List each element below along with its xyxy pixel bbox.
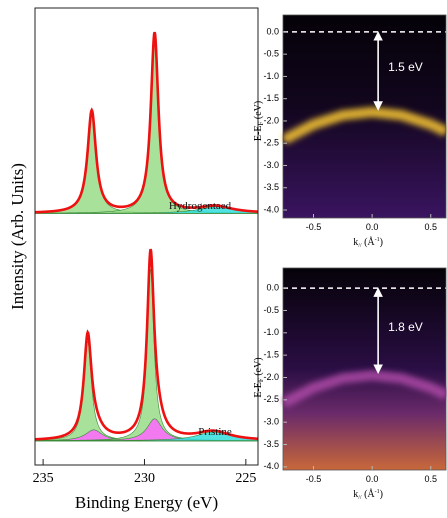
x-axis-label-part: //: [358, 243, 362, 249]
gap-annotation: 1.8 eV: [388, 320, 423, 334]
y-axis-label-part: (eV): [253, 357, 264, 378]
y-axis-label-part: E-E: [253, 126, 264, 142]
y-tick-label: -0.5: [263, 305, 279, 315]
plot-frame: [282, 267, 447, 471]
y-axis-label-part: (eV): [253, 101, 264, 122]
x-axis-label-part: ): [380, 489, 383, 500]
x-axis-label-part: ): [380, 237, 383, 248]
band: [283, 110, 447, 142]
y-axis-label: Intensity (Arb. Units): [8, 163, 27, 310]
x-tick-label: 0.5: [424, 222, 437, 232]
x-axis-label-part: k: [353, 237, 358, 248]
arpes-image: [283, 268, 446, 470]
panel-label: Hydrogentaed: [169, 200, 232, 212]
fit-curve: [34, 248, 259, 441]
y-tick-label: -1.0: [263, 71, 279, 81]
y-tick-label: -4.0: [263, 204, 279, 214]
x-axis-label-part: (Å: [362, 236, 376, 248]
x-tick-label: 225: [235, 471, 256, 486]
y-axis-label-part: F: [257, 122, 265, 126]
y-tick-label: -2.0: [263, 372, 279, 382]
x-tick-label: 0.0: [366, 474, 379, 484]
y-tick-label: -3.0: [263, 417, 279, 427]
x-tick-label: 235: [33, 471, 54, 486]
band: [283, 373, 447, 405]
x-axis-label-part: k: [353, 489, 358, 500]
y-axis-label: E-EF (eV): [253, 357, 265, 397]
x-axis-label-part: -1: [375, 489, 380, 495]
fit-curve: [34, 31, 259, 214]
x-axis-label: k// (Å-1): [353, 488, 383, 501]
x-axis-label: k// (Å-1): [353, 236, 383, 249]
y-tick-label: -3.5: [263, 182, 279, 192]
plot-frame: [34, 7, 259, 466]
x-tick-label: -0.5: [306, 222, 322, 232]
panel-label: Pristine: [198, 426, 232, 438]
plot-frame: [282, 14, 447, 219]
x-tick-label: 230: [134, 471, 155, 486]
y-tick-label: 0.0: [266, 26, 279, 36]
x-tick-label: -0.5: [306, 474, 322, 484]
y-tick-label: -0.5: [263, 49, 279, 59]
gap-annotation: 1.5 eV: [388, 60, 423, 74]
y-tick-label: -2.5: [263, 394, 279, 404]
y-tick-label: -1.5: [263, 350, 279, 360]
y-axis-label-part: E-E: [253, 382, 264, 398]
x-axis-label-part: //: [358, 495, 362, 501]
x-axis-label-part: (Å: [362, 488, 376, 500]
y-tick-label: -2.5: [263, 138, 279, 148]
y-tick-label: -1.5: [263, 93, 279, 103]
x-tick-label: 0.5: [424, 474, 437, 484]
peak-component: [34, 33, 259, 214]
y-tick-label: -3.0: [263, 160, 279, 170]
x-axis-label: Binding Energy (eV): [75, 493, 218, 512]
y-axis-label-part: F: [257, 378, 265, 382]
x-tick-label: 0.0: [366, 222, 379, 232]
y-tick-label: -4.0: [263, 461, 279, 471]
y-tick-label: 0.0: [266, 282, 279, 292]
x-axis-label-part: -1: [375, 237, 380, 243]
y-tick-label: -1.0: [263, 327, 279, 337]
y-tick-label: -2.0: [263, 115, 279, 125]
y-axis-label: E-EF (eV): [253, 101, 265, 141]
y-tick-label: -3.5: [263, 439, 279, 449]
